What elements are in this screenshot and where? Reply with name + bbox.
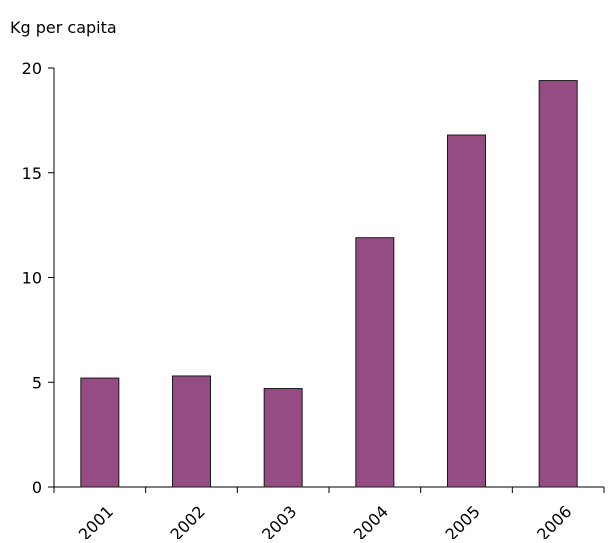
y-axis-label: Kg per capita [10, 18, 117, 37]
x-tick-label: 2003 [258, 502, 300, 539]
y-tick-label: 20 [22, 59, 42, 78]
y-tick-label: 10 [22, 269, 42, 288]
bar [447, 134, 486, 488]
bar [172, 375, 211, 488]
bar [538, 80, 578, 488]
axes [48, 67, 605, 493]
y-tick-label: 5 [32, 373, 42, 392]
bar [80, 377, 120, 488]
x-tick-label: 2006 [533, 502, 575, 539]
x-tick-label: 2005 [441, 502, 483, 539]
bar [263, 388, 303, 488]
bar [355, 237, 395, 488]
x-tick-label: 2002 [166, 502, 208, 539]
x-tick-label: 2001 [75, 502, 117, 539]
bars [80, 80, 578, 488]
y-tick-label: 0 [32, 478, 42, 497]
x-tick-label: 2004 [350, 502, 392, 539]
y-tick-label: 15 [22, 164, 42, 183]
